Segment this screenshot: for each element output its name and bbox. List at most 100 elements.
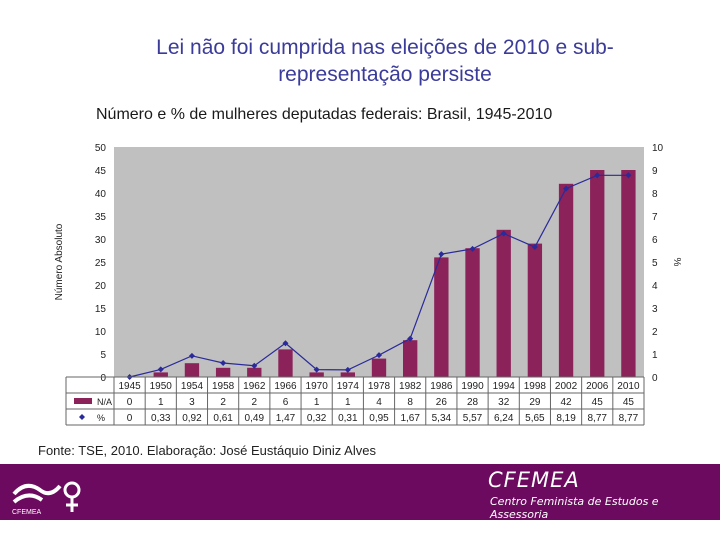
percent-point — [407, 335, 414, 342]
bar — [465, 248, 480, 377]
legend-swatch-bars — [74, 398, 92, 404]
bar-value-label: 6 — [283, 397, 289, 408]
percent-point — [313, 366, 320, 373]
bar — [309, 372, 324, 377]
percent-value-label: 1,67 — [400, 413, 420, 424]
slide-title: Lei não foi cumprida nas eleições de 201… — [156, 36, 614, 86]
y-right-tick-label: 2 — [652, 327, 658, 338]
y-right-tick-label: 1 — [652, 350, 658, 361]
percent-point — [344, 366, 351, 373]
percent-value-label: 8,19 — [556, 413, 576, 424]
bar — [278, 349, 293, 377]
bar — [590, 170, 605, 377]
y-tick-label: 20 — [95, 281, 107, 292]
percent-point — [251, 362, 258, 369]
bar — [340, 372, 355, 377]
y-tick-label: 40 — [95, 189, 107, 200]
bar-value-label: 4 — [376, 397, 382, 408]
bar-value-label: 45 — [623, 397, 635, 408]
y-tick-label: 25 — [95, 258, 107, 269]
legend-swatch-percent — [79, 414, 85, 420]
y-tick-label: 15 — [95, 304, 107, 315]
percent-value-label: 6,24 — [494, 413, 514, 424]
bar-value-label: 28 — [467, 397, 479, 408]
bar-value-label: 1 — [345, 397, 351, 408]
x-tick-label: 1982 — [399, 381, 422, 392]
org-full-name: Centro Feminista de Estudos e Assessoria — [490, 495, 659, 521]
bar — [247, 367, 262, 377]
percent-value-label: 0,95 — [369, 413, 389, 424]
x-tick-label: 1974 — [337, 381, 360, 392]
percent-value-label: 0,33 — [151, 413, 171, 424]
x-tick-label: 1994 — [493, 381, 516, 392]
bar — [558, 183, 574, 377]
y-axis-label: Número Absoluto — [54, 223, 65, 300]
percent-point — [563, 185, 570, 192]
x-tick-label: 2006 — [586, 381, 609, 392]
bar — [434, 257, 449, 377]
x-tick-label: 2010 — [617, 381, 640, 392]
percent-point — [376, 352, 382, 359]
bar-value-label: 3 — [189, 397, 195, 408]
percent-point — [594, 172, 601, 179]
percent-point — [625, 172, 632, 179]
bar-value-label: 45 — [592, 397, 604, 408]
y-right-axis-label: % — [671, 258, 682, 267]
percent-value-label: 5,65 — [525, 413, 545, 424]
bar-value-label: 8 — [407, 397, 413, 408]
bar — [184, 363, 200, 377]
percent-value-label: 5,57 — [463, 413, 483, 424]
y-right-tick-label: 4 — [652, 281, 658, 292]
percent-value-label: 5,34 — [432, 413, 452, 424]
bar — [215, 367, 231, 377]
percent-point — [188, 352, 195, 359]
x-tick-label: 1986 — [430, 381, 453, 392]
bar-value-label: 2 — [220, 397, 226, 408]
percent-value-label: 0,61 — [213, 413, 233, 424]
x-tick-label: 1966 — [274, 381, 297, 392]
bar — [527, 243, 543, 377]
percent-value-label: 8,77 — [619, 413, 639, 424]
bar-value-label: 26 — [436, 397, 448, 408]
bar-value-label: 29 — [529, 397, 541, 408]
bar-value-label: 1 — [314, 397, 320, 408]
footer-strip — [0, 520, 720, 540]
y-right-tick-label: 9 — [652, 166, 658, 177]
percent-point — [500, 230, 507, 237]
y-tick-label: 30 — [95, 235, 107, 246]
bar — [496, 229, 511, 377]
percent-point — [531, 244, 538, 251]
percent-value-label: 0,31 — [338, 413, 358, 424]
y-tick-label: 10 — [95, 327, 107, 338]
x-tick-label: 1990 — [461, 381, 484, 392]
percent-value-label: 0,32 — [307, 413, 327, 424]
x-tick-label: 1978 — [368, 381, 391, 392]
logo-caption: CFEMEA — [12, 509, 42, 516]
percent-point — [282, 340, 289, 347]
bar-value-label: 2 — [252, 397, 258, 408]
percent-value-label: 1,47 — [276, 413, 296, 424]
x-tick-label: 1970 — [306, 381, 329, 392]
y-right-tick-label: 7 — [652, 212, 658, 223]
bar-value-label: 1 — [158, 397, 164, 408]
y-tick-label: 45 — [95, 166, 107, 177]
percent-value-label: 0 — [127, 413, 133, 424]
cfemea-logo-icon: CFEMEA — [12, 481, 81, 516]
y-right-tick-label: 5 — [652, 258, 658, 269]
x-tick-label: 1962 — [243, 381, 266, 392]
bar — [153, 372, 168, 377]
y-right-tick-label: 6 — [652, 235, 658, 246]
x-tick-label: 1950 — [150, 381, 173, 392]
x-tick-label: 1958 — [212, 381, 235, 392]
x-tick-label: 2002 — [555, 381, 578, 392]
bar-value-label: 32 — [498, 397, 510, 408]
y-tick-label: 5 — [100, 350, 106, 361]
y-tick-label: 35 — [95, 212, 107, 223]
legend-label-bars: N/A — [97, 397, 112, 407]
y-right-tick-label: 3 — [652, 304, 658, 315]
y-right-tick-label: 0 — [652, 373, 658, 384]
bar-value-label: 0 — [127, 397, 133, 408]
bar-value-label: 42 — [560, 397, 572, 408]
percent-value-label: 0,49 — [245, 413, 265, 424]
